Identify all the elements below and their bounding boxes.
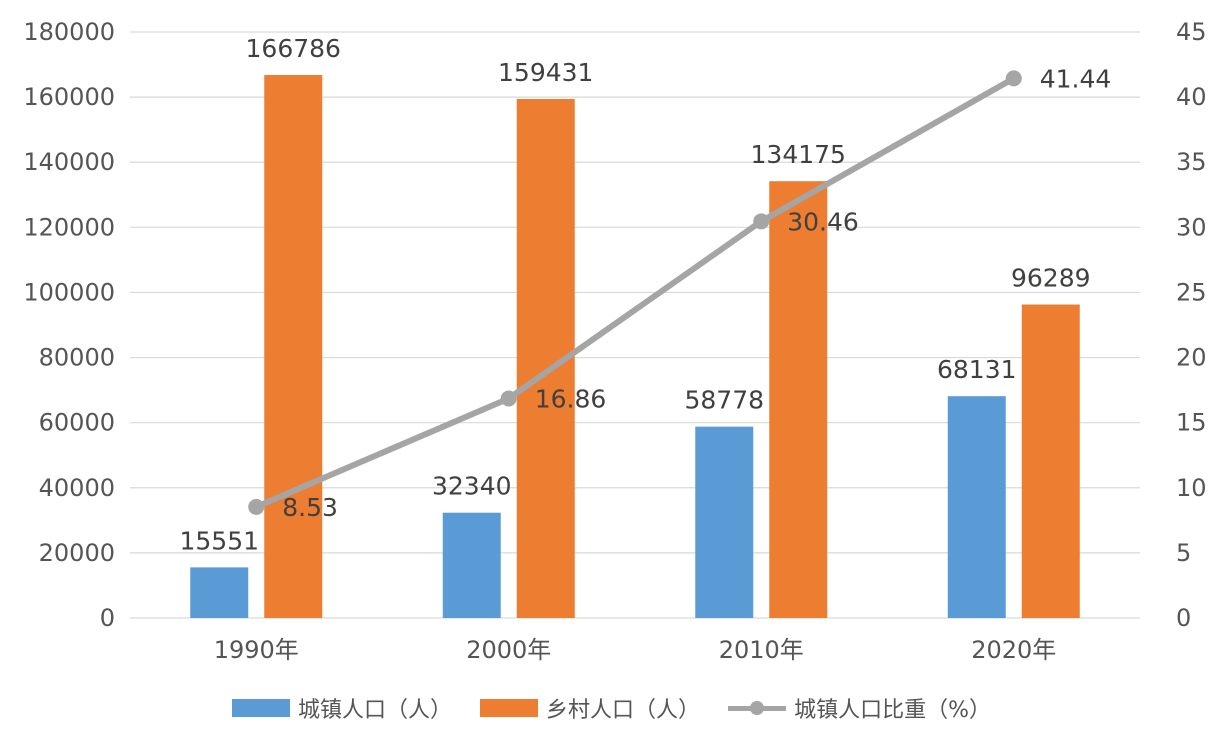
- data-label-urban: 32340: [432, 472, 512, 501]
- data-label-rural: 96289: [1011, 264, 1091, 293]
- data-label-rural: 159431: [498, 58, 593, 87]
- legend-item-ratio: 城镇人口比重（%）: [728, 692, 991, 724]
- legend-label-rural: 乡村人口（人）: [546, 698, 701, 723]
- bars: [190, 75, 1080, 619]
- category-label: 2000年: [466, 636, 551, 664]
- bar-urban: [190, 567, 249, 618]
- bar-urban: [442, 512, 501, 618]
- legend-item-rural: 乡村人口（人）: [480, 692, 700, 724]
- bar-rural: [1021, 304, 1080, 618]
- data-label-ratio: 16.86: [535, 384, 607, 413]
- right-tick-label: 15: [1176, 409, 1207, 437]
- category-label: 2010年: [719, 636, 804, 664]
- category-label: 2020年: [971, 636, 1056, 664]
- left-axis-ticks: 0 20000 40000 60000 80000 100000 120000 140000 1…: [23, 18, 115, 632]
- bar-rural: [264, 75, 323, 618]
- legend-marker-icon: [750, 701, 765, 715]
- legend-item-urban: 城镇人口（人）: [232, 692, 452, 724]
- left-tick-label: 60000: [39, 409, 115, 437]
- category-labels: 1990年 2000年 2010年 2020年: [214, 636, 1057, 664]
- bar-urban: [695, 426, 754, 618]
- data-label-urban: 58778: [684, 386, 764, 415]
- left-tick-label: 20000: [39, 539, 115, 567]
- bar-rural: [769, 181, 828, 618]
- data-label-ratio: 8.53: [282, 493, 338, 522]
- legend-label-ratio: 城镇人口比重（%）: [794, 698, 991, 723]
- data-label-urban: 68131: [937, 355, 1017, 384]
- data-labels: 15551 166786 32340 159431 58778 134175 68131 96…: [179, 34, 1111, 555]
- left-tick-label: 40000: [39, 474, 115, 502]
- left-tick-label: 180000: [23, 18, 115, 46]
- legend-swatch-urban: [232, 699, 291, 717]
- ratio-point: [1005, 70, 1022, 87]
- ratio-point: [248, 498, 265, 515]
- legend-swatch-rural: [480, 699, 539, 717]
- right-tick-label: 0: [1176, 604, 1191, 632]
- ratio-point: [500, 390, 517, 407]
- right-tick-label: 5: [1176, 539, 1191, 567]
- right-tick-label: 30: [1176, 213, 1207, 241]
- right-tick-label: 40: [1176, 83, 1207, 111]
- data-label-ratio: 30.46: [787, 207, 859, 236]
- category-label: 1990年: [214, 636, 299, 664]
- right-axis-ticks: 0 5 10 15 20 25 30 35 40 45: [1176, 18, 1207, 632]
- right-tick-label: 20: [1176, 344, 1207, 372]
- ratio-point: [753, 213, 770, 230]
- left-tick-label: 140000: [23, 148, 115, 176]
- ratio-line-path: [255, 75, 1016, 510]
- data-label-rural: 134175: [751, 140, 846, 169]
- right-tick-label: 25: [1176, 278, 1207, 306]
- chart: 0 20000 40000 60000 80000 100000 120000 140000 1…: [23, 18, 1207, 664]
- left-tick-label: 100000: [23, 278, 115, 306]
- bar-urban: [947, 396, 1006, 618]
- left-tick-label: 120000: [23, 213, 115, 241]
- data-label-rural: 166786: [246, 34, 341, 63]
- left-tick-label: 160000: [23, 83, 115, 111]
- right-tick-label: 35: [1176, 148, 1207, 176]
- left-tick-label: 80000: [39, 344, 115, 372]
- legend-label-urban: 城镇人口（人）: [298, 698, 453, 723]
- data-label-urban: 15551: [179, 526, 259, 555]
- right-tick-label: 10: [1176, 474, 1207, 502]
- data-label-ratio: 41.44: [1040, 64, 1112, 93]
- ratio-line: [248, 70, 1022, 515]
- legend: 城镇人口（人） 乡村人口（人） 城镇人口比重（%）: [0, 688, 1223, 728]
- legend-swatch-ratio: [728, 699, 787, 717]
- right-tick-label: 45: [1176, 18, 1207, 46]
- left-tick-label: 0: [100, 604, 115, 632]
